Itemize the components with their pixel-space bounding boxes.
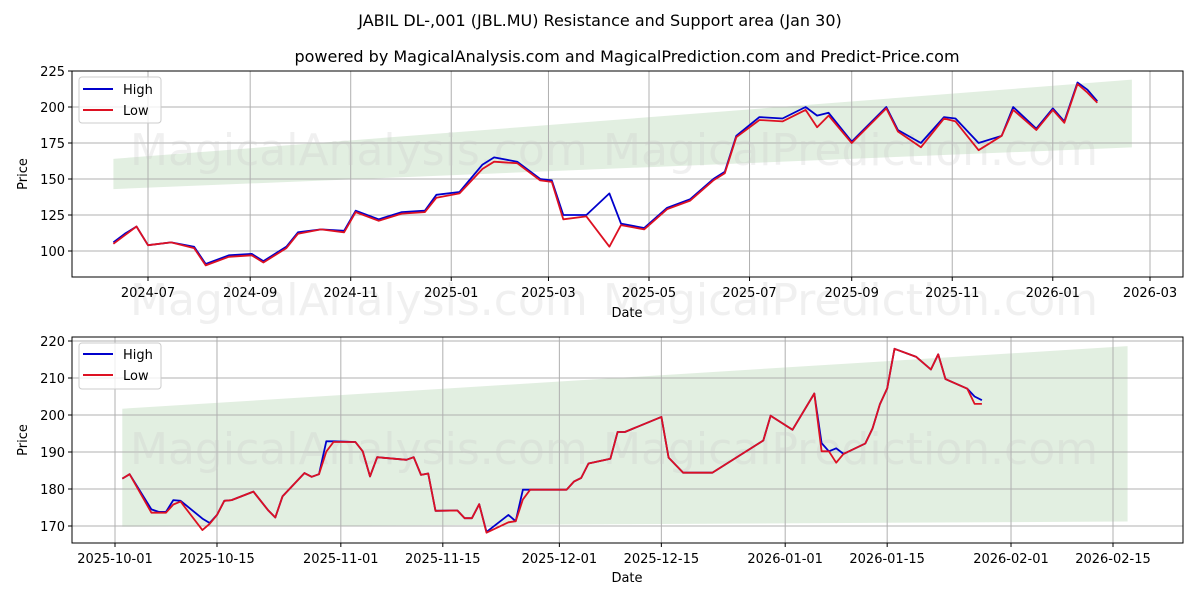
top-watermark-right: MagicalPrediction.com [603,125,1098,176]
bottom-low-line [121,347,982,534]
bottom-axis-ticks: 170 180 190 200 210 220 2025-10-01 2025-10-15 20… [40,335,1151,567]
top-y-axis-label: Price [16,158,31,190]
top-watermark-right-lower: MagicalPrediction.com [603,275,1098,326]
bottom-watermark-right: MagicalPrediction.com [603,424,1098,475]
x-tick-label: 2026-01-01 [747,552,823,567]
top-low-line [112,83,1098,267]
y-tick-label: 180 [40,483,65,498]
bottom-legend: High Low [78,342,162,390]
top-high-line [112,81,1098,265]
x-tick-label: 2026-01 [1026,286,1080,301]
top-legend: High Low [78,76,162,124]
x-tick-label: 2025-12-15 [624,552,700,567]
top-chart: MagicalAnalysis.com MagicalPrediction.co… [16,65,1184,326]
x-tick-label: 2025-01 [424,286,478,301]
y-tick-label: 100 [40,245,65,260]
x-tick-label: 2025-10-01 [77,552,153,567]
x-tick-label: 2026-01-15 [849,552,925,567]
bottom-y-axis-label: Price [16,424,31,456]
x-tick-label: 2024-07 [121,286,175,301]
top-axis-ticks: 100 125 150 175 200 225 2024-07 2024-09 2024-11 2… [40,65,1177,301]
x-tick-label: 2025-12-01 [522,552,598,567]
x-tick-label: 2026-03 [1123,286,1177,301]
bottom-legend-low-label: Low [123,369,149,384]
top-plot-frame [71,70,1184,278]
y-tick-label: 175 [40,137,65,152]
y-tick-label: 210 [40,372,65,387]
x-tick-label: 2025-11-15 [405,552,481,567]
bottom-legend-high-label: High [123,348,153,363]
bottom-plot-frame [71,336,1184,544]
y-tick-label: 190 [40,446,65,461]
top-legend-high-label: High [123,83,153,98]
y-tick-label: 150 [40,173,65,188]
y-tick-label: 225 [40,65,65,80]
band-area [122,346,1128,527]
top-watermark-left-lower: MagicalAnalysis.com [130,275,588,326]
bottom-x-axis-label: Date [611,571,642,586]
top-watermark-left: MagicalAnalysis.com [130,125,588,176]
y-tick-label: 125 [40,209,65,224]
bottom-watermark-left: MagicalAnalysis.com [130,424,588,475]
bottom-chart: MagicalAnalysis.com MagicalPrediction.co… [16,335,1184,586]
x-tick-label: 2025-09 [825,286,879,301]
x-tick-label: 2025-05 [622,286,676,301]
y-tick-label: 200 [40,409,65,424]
figure-title: JABIL DL-,001 (JBL.MU) Resistance and Su… [357,11,841,30]
y-tick-label: 200 [40,101,65,116]
x-tick-label: 2026-02-01 [973,552,1049,567]
x-tick-label: 2024-09 [223,286,277,301]
bottom-support-resistance-band [122,346,1128,527]
x-tick-label: 2025-11-01 [303,552,379,567]
y-tick-label: 220 [40,335,65,350]
top-x-axis-label: Date [611,306,642,321]
y-tick-label: 170 [40,520,65,535]
bottom-grid [72,337,1183,543]
figure-subtitle: powered by MagicalAnalysis.com and Magic… [294,47,959,66]
x-tick-label: 2025-03 [521,286,575,301]
x-tick-label: 2025-10-15 [179,552,255,567]
x-tick-label: 2026-02-15 [1075,552,1151,567]
x-tick-label: 2025-07 [722,286,776,301]
x-tick-label: 2025-11 [925,286,979,301]
top-legend-low-label: Low [123,104,149,119]
x-tick-label: 2024-11 [324,286,378,301]
